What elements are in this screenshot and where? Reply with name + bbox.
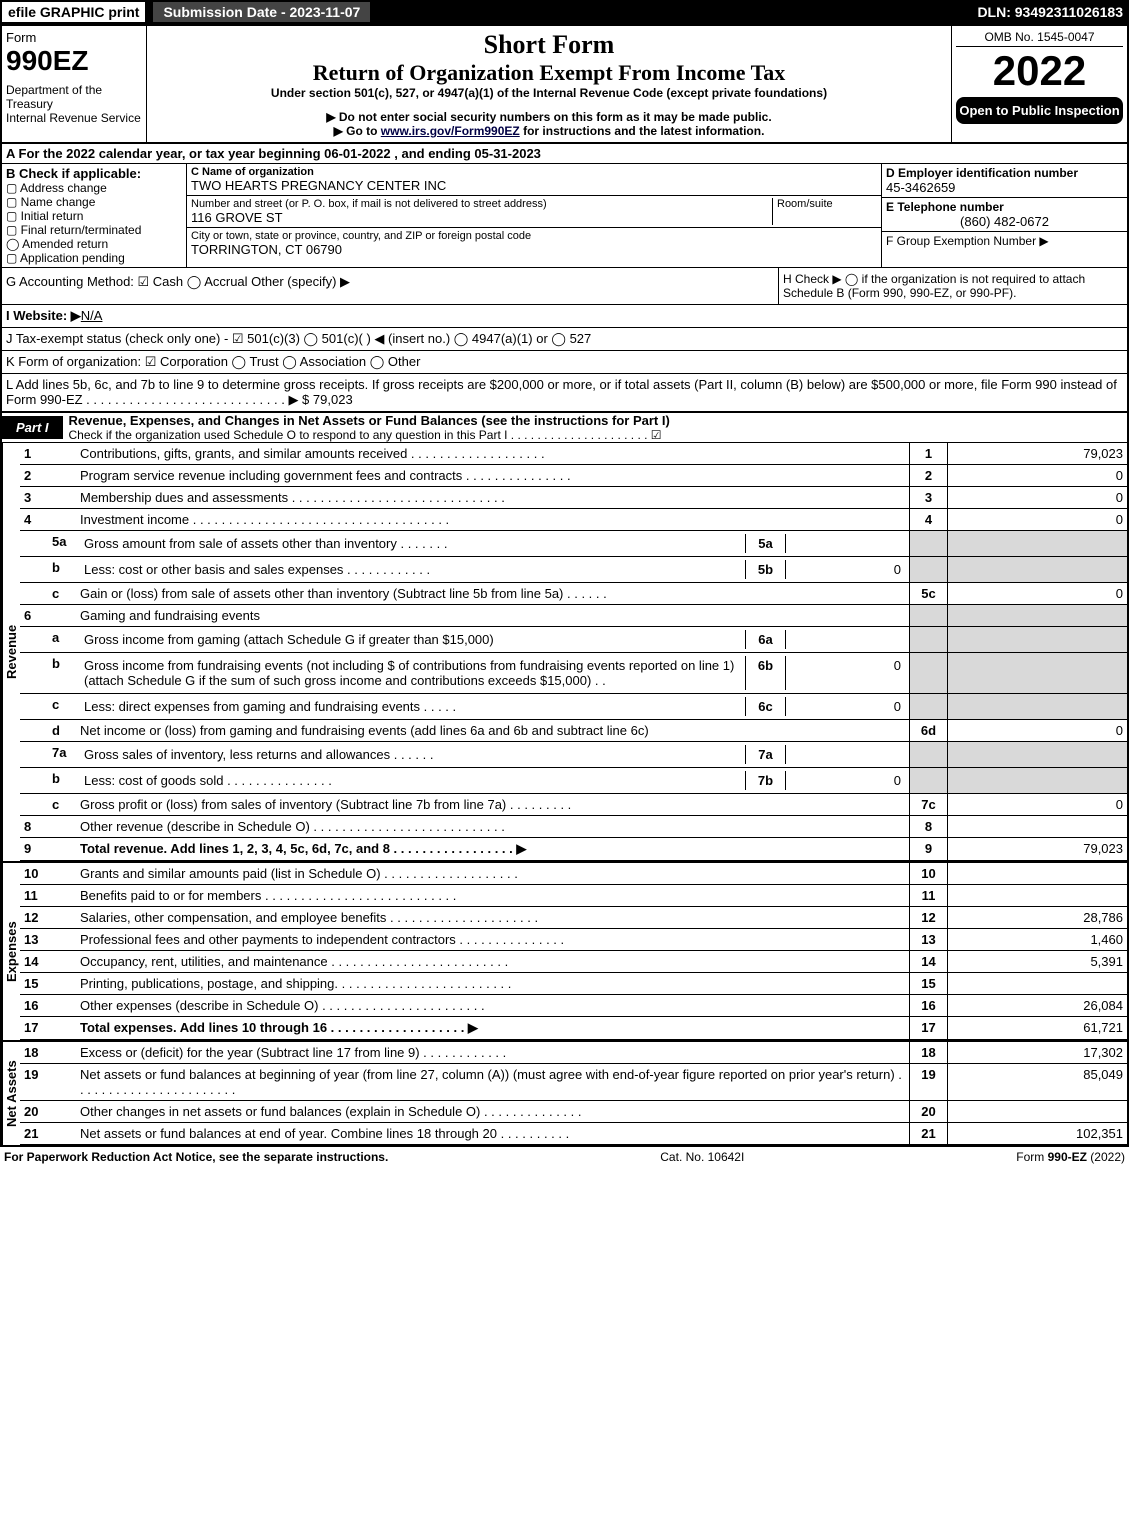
line-l7b: b Less: cost of goods sold . . . . . . .… xyxy=(20,768,1127,794)
title-short-form: Short Form xyxy=(151,30,947,60)
org-name: TWO HEARTS PREGNANCY CENTER INC xyxy=(191,178,877,193)
line-l5b: b Less: cost or other basis and sales ex… xyxy=(20,557,1127,583)
irs-link[interactable]: www.irs.gov/Form990EZ xyxy=(381,124,520,138)
line-l6b: b Gross income from fundraising events (… xyxy=(20,653,1127,694)
opt-amended-return[interactable]: ◯ Amended return xyxy=(6,237,182,251)
line-l19: 19 Net assets or fund balances at beginn… xyxy=(20,1064,1127,1101)
submission-date: Submission Date - 2023-11-07 xyxy=(151,0,372,24)
section-bcdef: B Check if applicable: ▢ Address change … xyxy=(2,164,1127,268)
line-l2: 2 Program service revenue including gove… xyxy=(20,465,1127,487)
website-value: N/A xyxy=(81,308,103,323)
title-main: Return of Organization Exempt From Incom… xyxy=(151,60,947,86)
line-l10: 10 Grants and similar amounts paid (list… xyxy=(20,863,1127,885)
line-l21: 21 Net assets or fund balances at end of… xyxy=(20,1123,1127,1145)
line-l3: 3 Membership dues and assessments . . . … xyxy=(20,487,1127,509)
line-l14: 14 Occupancy, rent, utilities, and maint… xyxy=(20,951,1127,973)
form-body: Form 990EZ Department of the Treasury In… xyxy=(0,24,1129,1147)
section-l-gross-receipts: L Add lines 5b, 6c, and 7b to line 9 to … xyxy=(2,374,1127,412)
line-l12: 12 Salaries, other compensation, and emp… xyxy=(20,907,1127,929)
line-l4: 4 Investment income . . . . . . . . . . … xyxy=(20,509,1127,531)
open-inspection: Open to Public Inspection xyxy=(956,97,1123,124)
city-label: City or town, state or province, country… xyxy=(191,230,877,242)
part-i-title: Revenue, Expenses, and Changes in Net As… xyxy=(63,413,1127,428)
tax-year: 2022 xyxy=(956,47,1123,95)
footer-left: For Paperwork Reduction Act Notice, see … xyxy=(4,1150,388,1164)
side-revenue: Revenue xyxy=(2,443,20,861)
city-value: TORRINGTON, CT 06790 xyxy=(191,242,877,257)
line-l6a: a Gross income from gaming (attach Sched… xyxy=(20,627,1127,653)
part-i-header: Part I Revenue, Expenses, and Changes in… xyxy=(2,412,1127,443)
line-l13: 13 Professional fees and other payments … xyxy=(20,929,1127,951)
line-l7c: c Gross profit or (loss) from sales of i… xyxy=(20,794,1127,816)
form-label: Form xyxy=(6,30,142,45)
d-ein-value: 45-3462659 xyxy=(886,180,1123,195)
dept-label: Department of the Treasury Internal Reve… xyxy=(6,83,142,125)
section-h-schedule-b: H Check ▶ ◯ if the organization is not r… xyxy=(778,268,1127,304)
line-l6: 6 Gaming and fundraising events xyxy=(20,605,1127,627)
opt-application-pending[interactable]: ▢ Application pending xyxy=(6,251,182,265)
section-k-form-org: K Form of organization: ☑ Corporation ◯ … xyxy=(2,351,1127,374)
part-i-check: Check if the organization used Schedule … xyxy=(63,428,1127,442)
street-label: Number and street (or P. O. box, if mail… xyxy=(191,198,772,210)
form-header: Form 990EZ Department of the Treasury In… xyxy=(2,26,1127,144)
line-l5c: c Gain or (loss) from sale of assets oth… xyxy=(20,583,1127,605)
dln-number: DLN: 93492311026183 xyxy=(977,4,1129,20)
line-l20: 20 Other changes in net assets or fund b… xyxy=(20,1101,1127,1123)
warn-website[interactable]: ▶ Go to www.irs.gov/Form990EZ for instru… xyxy=(151,124,947,138)
warn-ssn: ▶ Do not enter social security numbers o… xyxy=(151,110,947,124)
gross-receipts-value: 79,023 xyxy=(313,392,353,407)
form-number: 990EZ xyxy=(6,45,142,77)
line-l7a: 7a Gross sales of inventory, less return… xyxy=(20,742,1127,768)
f-group-exemption: F Group Exemption Number ▶ xyxy=(882,232,1127,250)
section-b-label: B Check if applicable: xyxy=(6,166,182,181)
line-l6d: d Net income or (loss) from gaming and f… xyxy=(20,720,1127,742)
page-footer: For Paperwork Reduction Act Notice, see … xyxy=(0,1147,1129,1167)
footer-cat-no: Cat. No. 10642I xyxy=(660,1150,744,1164)
room-suite-label: Room/suite xyxy=(772,198,877,225)
line-l16: 16 Other expenses (describe in Schedule … xyxy=(20,995,1127,1017)
line-l15: 15 Printing, publications, postage, and … xyxy=(20,973,1127,995)
section-i-website: I Website: ▶N/A xyxy=(2,305,1127,328)
e-phone-value: (860) 482-0672 xyxy=(886,214,1123,229)
section-a: A For the 2022 calendar year, or tax yea… xyxy=(2,144,1127,164)
line-l18: 18 Excess or (deficit) for the year (Sub… xyxy=(20,1042,1127,1064)
line-l6c: c Less: direct expenses from gaming and … xyxy=(20,694,1127,720)
e-phone-label: E Telephone number xyxy=(886,200,1123,214)
line-l1: 1 Contributions, gifts, grants, and simi… xyxy=(20,443,1127,465)
street-value: 116 GROVE ST xyxy=(191,210,772,225)
footer-right: Form 990-EZ (2022) xyxy=(1016,1150,1125,1164)
d-ein-label: D Employer identification number xyxy=(886,166,1123,180)
omb-number: OMB No. 1545-0047 xyxy=(956,30,1123,47)
line-l17: 17 Total expenses. Add lines 10 through … xyxy=(20,1017,1127,1040)
line-l11: 11 Benefits paid to or for members . . .… xyxy=(20,885,1127,907)
subtitle-under: Under section 501(c), 527, or 4947(a)(1)… xyxy=(151,86,947,100)
side-expenses: Expenses xyxy=(2,863,20,1040)
opt-name-change[interactable]: ▢ Name change xyxy=(6,195,182,209)
section-g-accounting: G Accounting Method: ☑ Cash ◯ Accrual Ot… xyxy=(2,268,778,304)
top-bar: efile GRAPHIC print Submission Date - 20… xyxy=(0,0,1129,24)
side-net-assets: Net Assets xyxy=(2,1042,20,1145)
opt-initial-return[interactable]: ▢ Initial return xyxy=(6,209,182,223)
opt-address-change[interactable]: ▢ Address change xyxy=(6,181,182,195)
line-l5a: 5a Gross amount from sale of assets othe… xyxy=(20,531,1127,557)
part-i-tab: Part I xyxy=(2,416,63,439)
opt-final-return[interactable]: ▢ Final return/terminated xyxy=(6,223,182,237)
efile-print-label[interactable]: efile GRAPHIC print xyxy=(0,0,147,24)
line-l9: 9 Total revenue. Add lines 1, 2, 3, 4, 5… xyxy=(20,838,1127,861)
line-l8: 8 Other revenue (describe in Schedule O)… xyxy=(20,816,1127,838)
c-name-label: C Name of organization xyxy=(191,166,877,178)
section-j-tax-status: J Tax-exempt status (check only one) - ☑… xyxy=(2,328,1127,351)
